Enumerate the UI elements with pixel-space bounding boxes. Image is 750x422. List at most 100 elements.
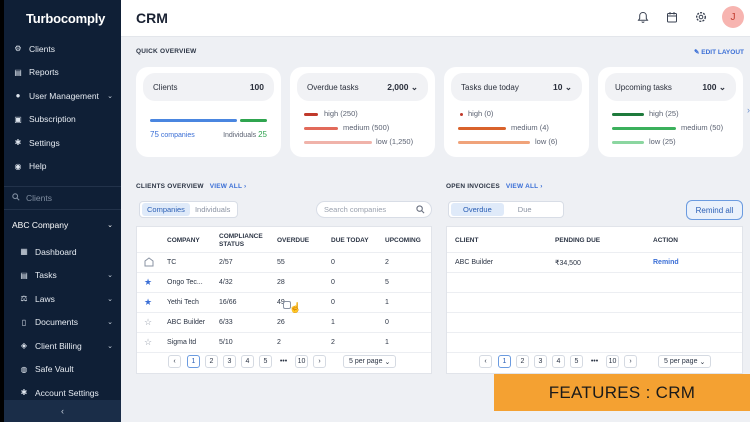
per-page-select[interactable]: 5 per page ⌄ xyxy=(343,355,397,368)
sidebar-item-user-management[interactable]: ● User Management ⌄ xyxy=(4,84,121,108)
page-button[interactable]: 10 xyxy=(295,355,308,368)
sidebar-item-label: Settings xyxy=(29,137,60,148)
scroll-right-icon[interactable]: › xyxy=(747,105,750,115)
low-legend: low (6) xyxy=(535,137,558,146)
top-bar: CRM J xyxy=(121,0,750,37)
bell-icon[interactable] xyxy=(635,9,651,25)
card-count: 100 ⌄ xyxy=(702,81,726,92)
sidebar-item-clients[interactable]: ⚙ Clients xyxy=(4,37,121,61)
page-button[interactable]: 3 xyxy=(534,355,547,368)
page-button[interactable]: 4 xyxy=(241,355,254,368)
page-button[interactable]: ••• xyxy=(588,355,601,368)
next-page-button[interactable]: › xyxy=(624,355,637,368)
sidebar-item-account-settings[interactable]: ✱ Account Settings xyxy=(4,381,121,405)
invoices-view-all-link[interactable]: VIEW ALL › xyxy=(505,183,543,190)
collapse-sidebar-button[interactable]: ‹ xyxy=(4,400,121,422)
page-title: CRM xyxy=(136,10,168,26)
info-icon[interactable] xyxy=(283,301,291,309)
page-button[interactable]: 1 xyxy=(187,355,200,368)
sidebar-item-tasks[interactable]: ▤ Tasks ⌄ xyxy=(4,264,121,288)
sidebar-item-label: Account Settings xyxy=(35,387,99,398)
tab-individuals[interactable]: Individuals xyxy=(194,205,231,214)
company-selector[interactable]: ABC Company ⌄ xyxy=(4,210,121,240)
clients-view-all-link[interactable]: VIEW ALL › xyxy=(209,183,247,190)
gear-icon[interactable] xyxy=(693,9,709,25)
cell-due-today: 2 xyxy=(331,339,335,346)
sidebar-item-label: Safe Vault xyxy=(35,364,74,375)
account-settings-icon: ✱ xyxy=(20,388,28,398)
next-page-button[interactable]: › xyxy=(313,355,326,368)
page-button[interactable]: 4 xyxy=(552,355,565,368)
chevron-down-icon: ⌄ xyxy=(107,319,113,327)
cell-due-today: 0 xyxy=(331,279,335,286)
chevron-down-icon: ⌄ xyxy=(718,81,726,92)
invoice-status-toggle: Overdue Due xyxy=(448,201,564,218)
subscription-icon: ▣ xyxy=(14,114,22,124)
page-button[interactable]: 10 xyxy=(606,355,619,368)
sidebar-search[interactable]: Clients xyxy=(4,186,121,210)
col-upcoming[interactable]: UPCOMING xyxy=(385,237,421,244)
col-client[interactable]: CLIENT xyxy=(455,237,479,244)
remind-link[interactable]: Remind xyxy=(653,259,679,266)
cell-company: Sigma ltd xyxy=(167,339,197,346)
building-icon[interactable] xyxy=(144,257,154,269)
medium-bar xyxy=(612,127,676,130)
tasks-due-today-card[interactable]: Tasks due today 10 ⌄ high (0) medium (4) … xyxy=(444,67,589,157)
avatar[interactable]: J xyxy=(722,6,744,28)
sidebar-item-client-billing[interactable]: ◈ Client Billing ⌄ xyxy=(4,334,121,358)
search-companies-input[interactable]: Search companies xyxy=(316,201,432,218)
page-button[interactable]: 2 xyxy=(205,355,218,368)
low-legend: low (1,250) xyxy=(376,137,414,146)
medium-legend: medium (500) xyxy=(343,123,390,132)
page-button[interactable]: 5 xyxy=(259,355,272,368)
sidebar-item-reports[interactable]: ▤ Reports xyxy=(4,61,121,85)
chevron-down-icon: ⌄ xyxy=(107,272,113,280)
sidebar-item-laws[interactable]: ⚖ Laws ⌄ xyxy=(4,287,121,311)
high-bar xyxy=(304,113,318,116)
sidebar-item-label: Tasks xyxy=(35,270,57,281)
sidebar-item-safe-vault[interactable]: ◍ Safe Vault xyxy=(4,358,121,382)
sidebar-search-input[interactable]: Clients xyxy=(26,193,52,203)
cell-due-today: 0 xyxy=(331,299,335,306)
dashboard-icon: ▦ xyxy=(20,247,28,257)
star-outline-icon[interactable]: ☆ xyxy=(144,337,153,347)
cell-company: TC xyxy=(167,259,177,266)
col-overdue[interactable]: OVERDUE xyxy=(277,237,310,244)
cell-company: ABC Builder xyxy=(167,319,206,326)
page-button[interactable]: 3 xyxy=(223,355,236,368)
upcoming-tasks-card[interactable]: Upcoming tasks 100 ⌄ high (25) medium (50… xyxy=(598,67,743,157)
star-outline-icon[interactable]: ☆ xyxy=(144,317,153,327)
clients-card[interactable]: Clients 100 75 companies Individuals 25 xyxy=(136,67,281,157)
overdue-tasks-card[interactable]: Overdue tasks 2,000 ⌄ high (250) medium (… xyxy=(290,67,435,157)
calendar-icon[interactable] xyxy=(664,9,680,25)
star-filled-icon[interactable]: ★ xyxy=(144,277,153,287)
sidebar-item-label: Subscription xyxy=(29,114,76,125)
tab-due[interactable]: Due xyxy=(517,205,532,214)
prev-page-button[interactable]: ‹ xyxy=(168,355,181,368)
col-compliance[interactable]: COMPLIANCE STATUS xyxy=(219,233,263,248)
sidebar-item-help[interactable]: ◉ Help xyxy=(4,155,121,179)
invoice-client: ABC Builder xyxy=(455,259,494,266)
col-company[interactable]: COMPANY xyxy=(167,237,200,244)
invoice-pending: ₹34,500 xyxy=(555,260,581,267)
page-button[interactable]: 5 xyxy=(570,355,583,368)
sidebar-item-documents[interactable]: ▯ Documents ⌄ xyxy=(4,311,121,335)
per-page-select[interactable]: 5 per page ⌄ xyxy=(658,355,712,368)
prev-page-button[interactable]: ‹ xyxy=(479,355,492,368)
sidebar-item-settings[interactable]: ✱ Settings xyxy=(4,131,121,155)
sidebar-item-subscription[interactable]: ▣ Subscription xyxy=(4,108,121,132)
tab-overdue[interactable]: Overdue xyxy=(451,203,504,216)
remind-all-button[interactable]: Remind all xyxy=(686,200,743,220)
page-button[interactable]: ••• xyxy=(277,355,290,368)
star-filled-icon[interactable]: ★ xyxy=(144,297,153,307)
col-due-today[interactable]: DUE TODAY xyxy=(331,237,369,244)
low-legend: low (25) xyxy=(649,137,676,146)
sidebar: Turbocomply ⚙ Clients ▤ Reports ● User Manage… xyxy=(4,0,121,422)
col-pending-due[interactable]: PENDING DUE xyxy=(555,237,601,244)
tab-companies[interactable]: Companies xyxy=(142,203,190,216)
edit-layout-button[interactable]: ✎ EDIT LAYOUT xyxy=(693,49,744,56)
page-button[interactable]: 2 xyxy=(516,355,529,368)
sidebar-item-dashboard[interactable]: ▦ Dashboard xyxy=(4,240,121,264)
col-action[interactable]: ACTION xyxy=(653,237,678,244)
page-button[interactable]: 1 xyxy=(498,355,511,368)
